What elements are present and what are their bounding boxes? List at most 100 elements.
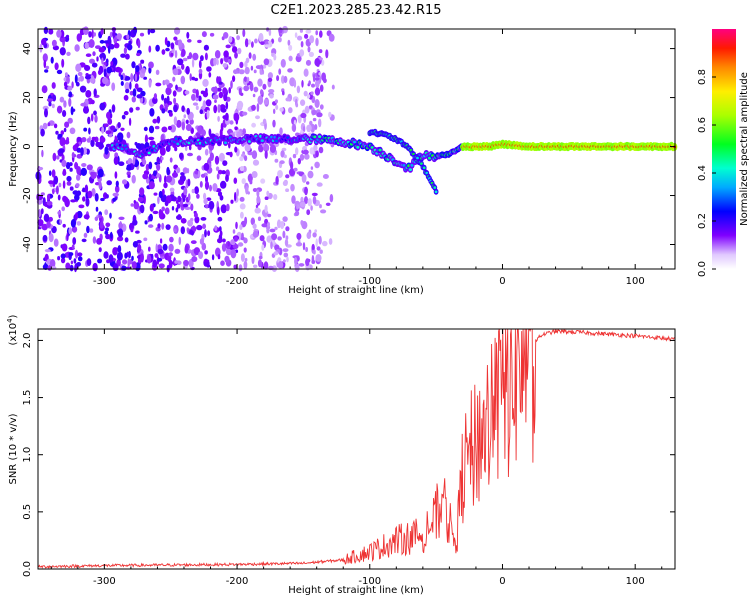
spectrogram-cell [156, 163, 161, 171]
spectrogram-cell [314, 124, 318, 130]
spectrogram-cell [279, 160, 285, 165]
spectrogram-cell [65, 262, 71, 270]
spectrogram-cell [251, 256, 255, 264]
spectrogram-cell [53, 238, 59, 247]
x-tick-label: 100 [626, 576, 645, 587]
spectrogram-cell [247, 173, 253, 183]
spectrogram-cell [183, 114, 187, 119]
spectrogram-cell [93, 32, 96, 37]
spectrogram-cell [257, 259, 263, 268]
spectrogram-cell [201, 242, 207, 251]
snr-series-line [37, 328, 675, 569]
spectrogram-cell [420, 162, 423, 165]
spectrogram-cell [252, 230, 259, 238]
spectrogram-cell [290, 183, 295, 192]
spectrogram-cell [243, 85, 250, 92]
spectrogram-cell [161, 156, 164, 161]
spectrogram-cell [233, 264, 238, 269]
spectrogram-cell [264, 150, 268, 159]
spectrogram-cell [111, 82, 116, 91]
spectrogram-cell [236, 35, 241, 41]
spectrogram-cell [277, 170, 283, 178]
spectrogram-cell [202, 223, 207, 230]
spectrogram-cell [312, 73, 316, 83]
spectrogram-cell [62, 168, 67, 176]
spectrogram-cell [173, 104, 178, 113]
spectrogram-cell [135, 65, 140, 73]
spectrogram-cell [248, 39, 252, 45]
spectrogram-cell [64, 72, 68, 77]
spectrogram-cell [288, 168, 296, 177]
spectrogram-cell [103, 123, 109, 128]
spectrogram-cell [263, 261, 269, 270]
spectrogram-cell [96, 56, 99, 62]
spectrogram-cell [274, 99, 278, 104]
spectrogram-cell [307, 198, 312, 207]
spectrogram-cell [422, 166, 426, 170]
spectrogram-cell [92, 51, 96, 57]
spectrogram-cell [61, 159, 67, 167]
spectrogram-cell [164, 175, 167, 184]
spectrogram-cell [169, 157, 173, 163]
spectrogram-cell [117, 245, 122, 254]
spectrogram-cell [187, 178, 191, 187]
spectrogram-cell [106, 180, 112, 186]
spectrogram-cell [63, 100, 67, 108]
spectrogram-cell [63, 127, 67, 133]
spectrogram-cell [172, 76, 176, 82]
spectrogram-cell [168, 112, 173, 117]
spectrogram-cell [310, 123, 316, 133]
spectrogram-cell [67, 117, 73, 124]
spectrogram-cell [318, 146, 324, 154]
spectrogram-cell [48, 28, 54, 35]
spectrogram-cell [148, 213, 153, 222]
spectrogram-cell [211, 254, 215, 261]
spectrogram-cell [206, 66, 212, 72]
spectrogram-cell [237, 47, 242, 55]
spectrogram-cell [147, 254, 152, 264]
spectrogram-cell [81, 137, 87, 143]
spectrogram-cell [123, 94, 129, 101]
spectrogram-cell [46, 98, 54, 102]
spectrogram-cell [76, 174, 81, 181]
spectrogram-cell [76, 221, 82, 226]
spectrogram-cell [299, 201, 306, 208]
spectrogram-cell [139, 32, 145, 37]
spectrogram-cell [60, 130, 65, 136]
spectrogram-cell [203, 192, 207, 200]
spectrogram-cell [100, 140, 103, 149]
spectrogram-cell [315, 254, 322, 262]
spectrogram-cell [87, 190, 93, 199]
spectrogram-cell [240, 92, 244, 97]
spectrogram-cell [433, 186, 437, 189]
spectrogram-cell [218, 152, 225, 162]
snr-frame [37, 328, 676, 570]
spectrogram-cell [161, 206, 165, 212]
spectrogram-cell [148, 181, 155, 190]
spectrogram-cell [300, 41, 304, 48]
spectrogram-cell [291, 195, 296, 204]
spectrogram-cell [44, 69, 49, 73]
spectrogram-cell [98, 181, 102, 190]
spectrogram-cell [297, 114, 302, 124]
spectrogram-cell [222, 238, 226, 243]
spectrogram-cell [121, 265, 127, 271]
spectrogram-cell [120, 74, 124, 81]
spectrogram-cell [122, 179, 128, 185]
spectrogram-cell [239, 203, 246, 210]
spectrogram-cell [176, 119, 182, 128]
spectrogram-cell [269, 228, 276, 233]
spectrogram-cell [208, 72, 212, 78]
spectrogram-cell [198, 68, 203, 74]
spectrogram-cell [66, 51, 71, 57]
spectrogram-cell [225, 44, 231, 49]
spectrogram-cell [191, 188, 195, 194]
y-tick-label: 0.0 [22, 561, 33, 577]
spectrogram-cell [190, 240, 197, 245]
spectrogram-cell [241, 178, 246, 185]
spectrogram-cell [267, 213, 272, 218]
spectrogram-cell [250, 217, 255, 226]
spectrogram-cell [89, 58, 95, 64]
spectrogram-cell [113, 64, 116, 73]
